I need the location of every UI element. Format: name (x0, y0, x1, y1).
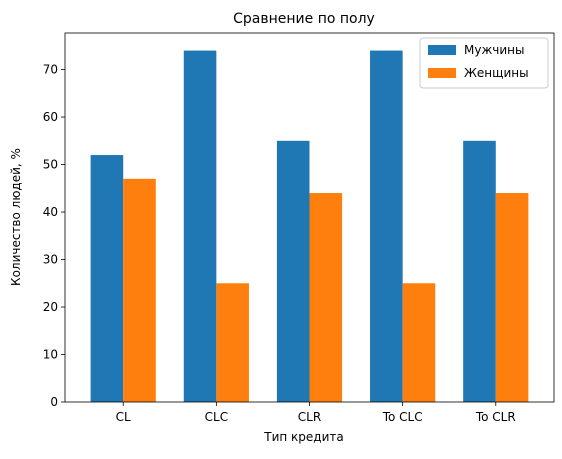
y-tick-label-0: 0 (50, 395, 58, 409)
legend-label-0: Мужчины (464, 43, 524, 57)
chart-title: Сравнение по полу (233, 11, 375, 27)
bar-women-1 (216, 283, 249, 402)
bars-layer (90, 50, 529, 403)
legend: Мужчины Женщины (419, 37, 549, 89)
bar-women-4 (495, 193, 529, 402)
bar-men-1 (183, 50, 217, 402)
x-tick-label-0: CL (116, 410, 131, 424)
bar-men-0 (90, 155, 124, 402)
bar-women-0 (123, 178, 156, 402)
x-tick-label-3: To CLC (382, 410, 423, 424)
bar-men-4 (463, 140, 496, 403)
x-axis: CL CLC CLR To CLC To CLR (116, 402, 516, 424)
bar-women-3 (402, 283, 436, 402)
y-tick-label-1: 10 (43, 348, 58, 362)
y-tick-label-6: 60 (43, 110, 58, 124)
bar-men-3 (370, 50, 403, 402)
y-tick-label-2: 20 (43, 300, 58, 314)
x-tick-label-4: To CLR (475, 410, 516, 424)
bar-men-2 (276, 140, 310, 403)
legend-swatch-0 (428, 45, 456, 55)
bar-women-2 (309, 193, 343, 402)
x-tick-label-1: CLC (205, 410, 228, 424)
y-tick-label-3: 30 (43, 253, 58, 267)
legend-label-1: Женщины (464, 66, 529, 80)
y-tick-label-5: 50 (43, 158, 58, 172)
y-tick-label-7: 70 (43, 63, 58, 77)
y-axis-label: Количество людей, % (9, 148, 23, 286)
x-axis-label: Тип кредита (263, 430, 343, 444)
y-tick-label-4: 40 (43, 205, 58, 219)
legend-swatch-1 (428, 68, 456, 78)
x-tick-label-2: CLR (298, 410, 321, 424)
y-axis: 0 10 20 30 40 50 60 70 (43, 63, 65, 409)
